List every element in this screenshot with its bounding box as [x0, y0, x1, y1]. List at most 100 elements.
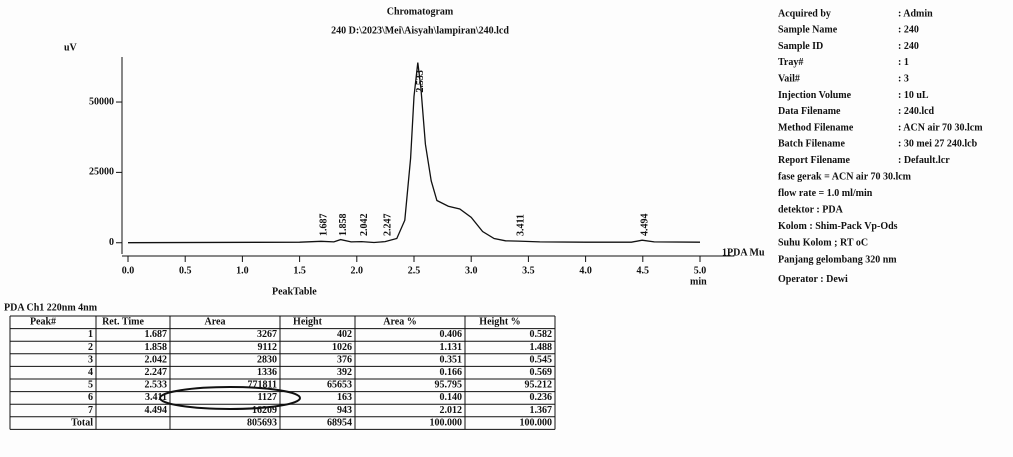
table-cell: 65653 — [327, 380, 352, 391]
table-cell: 2830 — [257, 354, 277, 365]
info-note: detektor : PDA — [778, 204, 844, 215]
table-cell: 1.687 — [145, 329, 168, 340]
table-cell: 1.858 — [145, 342, 168, 353]
info-value: : 1 — [898, 57, 909, 68]
y-tick-label: 50000 — [89, 96, 114, 107]
info-value: : 240 — [898, 41, 919, 52]
header-cell: Height % — [479, 317, 520, 328]
table-cell: 1.367 — [530, 405, 553, 416]
info-value: : 240.lcd — [898, 106, 935, 117]
table-cell: 163 — [337, 392, 352, 403]
info-note: flow rate = 1.0 ml/min — [778, 188, 873, 199]
table-cell: 943 — [337, 405, 352, 416]
table-cell: 376 — [337, 354, 352, 365]
y-tick-label: 0 — [109, 237, 114, 248]
table-cell: 771811 — [248, 380, 277, 391]
table-cell: 402 — [337, 329, 352, 340]
table-cell: 7 — [88, 405, 93, 416]
table-cell: 392 — [337, 367, 352, 378]
table-cell: 1.131 — [440, 342, 463, 353]
info-value: : 30 mei 27 240.lcb — [898, 139, 978, 150]
info-label: Sample Name — [778, 25, 838, 36]
sample-info: Acquired by: Admin Sample Name: 240 Sample… — [778, 8, 983, 285]
peak-label: 2.533 — [415, 70, 426, 93]
x-tick-label: 4.0 — [579, 265, 592, 276]
table-cell: 0.236 — [530, 392, 553, 403]
info-note: fase gerak = ACN air 70 30.lcm — [778, 171, 912, 182]
header-cell: Area % — [383, 317, 416, 328]
x-tick-label: 1.0 — [236, 265, 249, 276]
table-cell: 16209 — [252, 405, 277, 416]
total-cell: 805693 — [247, 417, 277, 428]
table-cell: 2 — [88, 342, 93, 353]
table-cell: 0.545 — [530, 354, 553, 365]
table-cell: 95.212 — [525, 380, 553, 391]
info-note: Kolom : Shim-Pack Vp-Ods — [778, 221, 898, 232]
table-cell: 0.140 — [440, 392, 463, 403]
x-tick-label: 2.5 — [408, 265, 421, 276]
x-axis-label: min — [690, 276, 707, 287]
x-tick-label: 5.0 — [694, 265, 707, 276]
table-cell: 1026 — [332, 342, 352, 353]
header-cell: Peak# — [30, 317, 56, 328]
peak-table: Peak# Ret. Time Area Height Area % Height % 1 1… — [9, 315, 556, 430]
x-tick-label: 3.0 — [465, 265, 478, 276]
title: Chromatogram — [387, 6, 454, 17]
info-label: Report Filename — [778, 155, 850, 166]
info-label: Injection Volume — [778, 90, 852, 101]
info-label: Batch Filename — [778, 139, 845, 150]
peak-label: 4.494 — [639, 214, 650, 237]
channel-label: PDA Ch1 220nm 4nm — [4, 302, 98, 313]
info-value: : 240 — [898, 25, 919, 36]
total-label: Total — [71, 417, 93, 428]
table-cell: 4.494 — [145, 405, 168, 416]
total-cell: 68954 — [327, 417, 352, 428]
table-cell: 5 — [88, 380, 93, 391]
x-tick-label: 4.5 — [637, 265, 650, 276]
trace — [127, 62, 701, 244]
table-cell: 1.488 — [530, 342, 553, 353]
info-label: Tray# — [778, 57, 803, 68]
info-value: : Default.lcr — [898, 155, 950, 166]
x-tick-label: 0.0 — [122, 265, 135, 276]
info-label: Vail# — [778, 73, 800, 84]
peak-label: 3.411 — [516, 214, 527, 236]
table-cell: 2.012 — [440, 405, 463, 416]
table-cell: 0.351 — [440, 354, 463, 365]
header-cell: Height — [293, 317, 323, 328]
x-tick-label: 0.5 — [179, 265, 192, 276]
info-label: Data Filename — [778, 106, 841, 117]
table-title: PeakTable — [272, 286, 317, 297]
header-cell: Ret. Time — [102, 317, 144, 328]
info-label: Sample ID — [778, 41, 823, 52]
peak-label: 1.687 — [318, 214, 329, 237]
table-cell: 0.406 — [440, 329, 463, 340]
x-tick-label: 3.5 — [522, 265, 535, 276]
info-note: Panjang gelombang 320 nm — [778, 254, 897, 265]
trace-label: 1PDA Mu — [722, 247, 765, 258]
table-cell: 2.533 — [145, 380, 168, 391]
table-cell: 2.247 — [145, 367, 168, 378]
table-cell: 2.042 — [145, 354, 168, 365]
peak-label: 2.042 — [359, 214, 370, 237]
table-cell: 6 — [88, 392, 93, 403]
table-cell: 95.795 — [435, 380, 463, 391]
table-cell: 3 — [88, 354, 93, 365]
x-tick-label: 2.0 — [351, 265, 364, 276]
table-cell: 3267 — [257, 329, 277, 340]
table-cell: 0.569 — [530, 367, 553, 378]
total-cell: 100.000 — [520, 417, 553, 428]
table-cell: 4 — [88, 367, 93, 378]
table-cell: 0.582 — [530, 329, 553, 340]
total-cell: 100.000 — [430, 417, 463, 428]
header-cell: Area — [205, 317, 226, 328]
peak-label: 1.858 — [338, 214, 349, 237]
info-value: : Admin — [898, 8, 933, 19]
table-cell: 1127 — [258, 392, 277, 403]
info-note: Suhu Kolom ; RT oC — [778, 238, 868, 249]
table-cell: 0.166 — [440, 367, 463, 378]
hand-circle — [159, 386, 301, 410]
